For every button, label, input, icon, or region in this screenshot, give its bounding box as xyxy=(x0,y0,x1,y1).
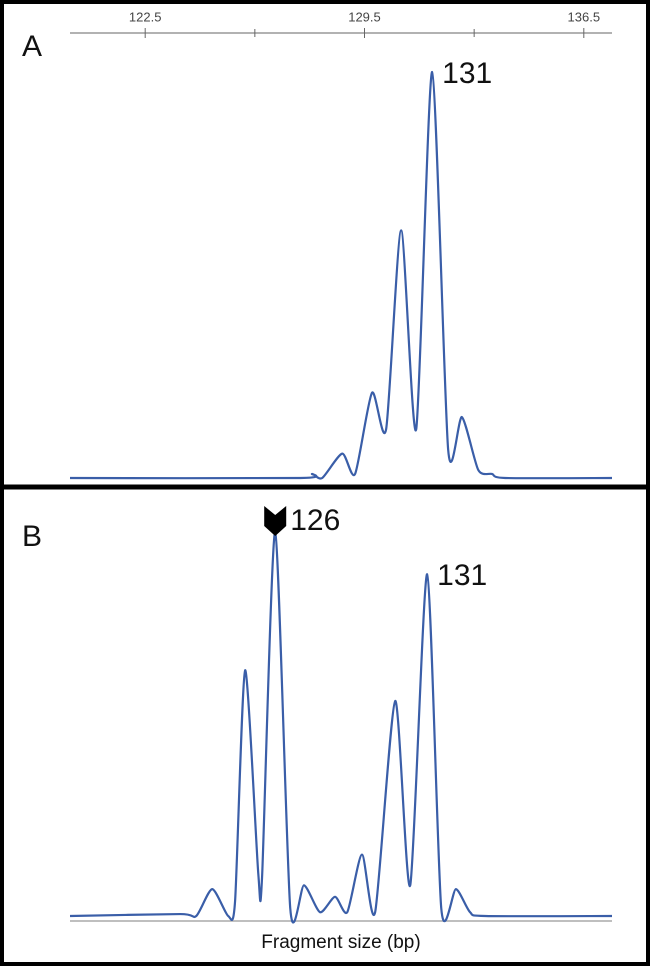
annotation: 126 xyxy=(290,504,340,537)
panel-label: B xyxy=(22,520,42,553)
x-tick-label: 129.5 xyxy=(348,9,381,24)
x-axis-title: Fragment size (bp) xyxy=(261,932,420,953)
trace xyxy=(69,70,613,480)
trace xyxy=(69,530,613,924)
x-tick-label: 136.5 xyxy=(568,9,601,24)
panel-label: A xyxy=(22,30,42,63)
allele-marker xyxy=(264,506,287,536)
x-tick-label: 122.5 xyxy=(129,9,162,24)
annotation: 131 xyxy=(437,559,487,592)
annotation: 131 xyxy=(442,57,492,90)
